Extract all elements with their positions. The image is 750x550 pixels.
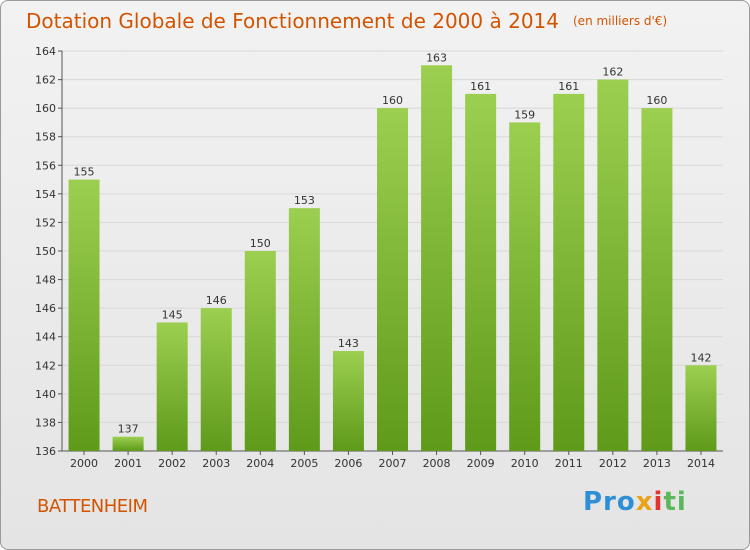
y-tick-label: 142 xyxy=(35,359,56,372)
y-tick-labels: 136 138 140 142 144 146 148 150 152 154 156 158 160 1… xyxy=(35,45,62,458)
bar-2005 xyxy=(288,208,320,451)
x-tick-label-2006: 2006 xyxy=(334,457,362,470)
value-label-2000: 155 xyxy=(74,166,95,179)
y-tick-label: 164 xyxy=(35,45,56,58)
bar-2010 xyxy=(509,122,541,451)
bar-2013 xyxy=(641,108,673,452)
bar-2008 xyxy=(421,65,453,452)
value-labels: 155 137 145 146 150 153 143 160 163 161 159 161 162 1… xyxy=(74,51,712,435)
y-tick-label: 146 xyxy=(35,302,56,315)
value-label-2013: 160 xyxy=(646,94,667,107)
bar-2001 xyxy=(112,436,144,451)
bar-2000 xyxy=(68,179,100,452)
x-tick-label-2003: 2003 xyxy=(202,457,230,470)
y-tick-label: 160 xyxy=(35,102,56,115)
chart-subtitle: (en milliers d'€) xyxy=(573,14,668,28)
y-tick-label: 150 xyxy=(35,245,56,258)
y-tick-label: 140 xyxy=(35,388,56,401)
bar-2009 xyxy=(465,93,497,451)
bars xyxy=(68,65,717,452)
x-tick-label-2001: 2001 xyxy=(114,457,142,470)
logo-part-3: i xyxy=(653,487,664,517)
chart-title: Dotation Globale de Fonctionnement de 20… xyxy=(26,9,667,33)
y-tick-label: 156 xyxy=(35,159,56,172)
x-tick-label-2012: 2012 xyxy=(599,457,627,470)
value-label-2008: 163 xyxy=(426,51,447,64)
x-tick-label-2010: 2010 xyxy=(511,457,539,470)
y-tick-label: 162 xyxy=(35,74,56,87)
x-tick-label-2009: 2009 xyxy=(467,457,495,470)
bar-2006 xyxy=(332,351,364,451)
value-label-2011: 161 xyxy=(558,80,579,93)
logo-part-4: ti xyxy=(663,487,687,517)
value-label-2007: 160 xyxy=(382,94,403,107)
value-label-2006: 143 xyxy=(338,337,359,350)
y-tick-label: 138 xyxy=(35,416,56,429)
y-tick-label: 158 xyxy=(35,131,56,144)
x-tick-label-2014: 2014 xyxy=(687,457,715,470)
bar-2003 xyxy=(200,308,232,451)
bar-2002 xyxy=(156,322,188,451)
title-text: Dotation Globale de Fonctionnement de 20… xyxy=(26,9,559,33)
y-tick-label: 154 xyxy=(35,188,56,201)
y-tick-label: 152 xyxy=(35,216,56,229)
x-tick-label-2008: 2008 xyxy=(423,457,451,470)
value-label-2014: 142 xyxy=(690,351,711,364)
y-tick-label: 144 xyxy=(35,331,56,344)
value-label-2005: 153 xyxy=(294,194,315,207)
bar-2011 xyxy=(553,93,585,451)
proxiti-logo: Proxiti xyxy=(583,487,687,517)
bar-2007 xyxy=(377,108,408,452)
x-tick-label-2002: 2002 xyxy=(158,457,186,470)
x-tick-label-2000: 2000 xyxy=(70,457,98,470)
value-label-2012: 162 xyxy=(602,66,623,79)
y-tick-label: 148 xyxy=(35,274,56,287)
bar-2004 xyxy=(244,251,276,451)
x-tick-label-2005: 2005 xyxy=(290,457,318,470)
value-label-2003: 146 xyxy=(206,294,227,307)
x-tick-label-2013: 2013 xyxy=(643,457,671,470)
value-label-2009: 161 xyxy=(470,80,491,93)
value-label-2002: 145 xyxy=(162,308,183,321)
x-tick-label-2007: 2007 xyxy=(379,457,407,470)
value-label-2004: 150 xyxy=(250,237,271,250)
x-tick-label-2004: 2004 xyxy=(246,457,274,470)
bar-2014 xyxy=(685,365,717,451)
bar-2012 xyxy=(597,79,629,452)
commune-name: BATTENHEIM xyxy=(37,496,148,517)
x-tick-labels: 2000 2001 2002 2003 2004 2005 2006 2007 2008 2009… xyxy=(70,451,715,470)
value-label-2010: 159 xyxy=(514,108,535,121)
x-tick-label-2011: 2011 xyxy=(555,457,583,470)
logo-part-2: x xyxy=(635,487,654,517)
value-label-2001: 137 xyxy=(118,423,139,436)
y-tick-label: 136 xyxy=(35,445,56,458)
logo-part-1: Pro xyxy=(583,487,636,517)
